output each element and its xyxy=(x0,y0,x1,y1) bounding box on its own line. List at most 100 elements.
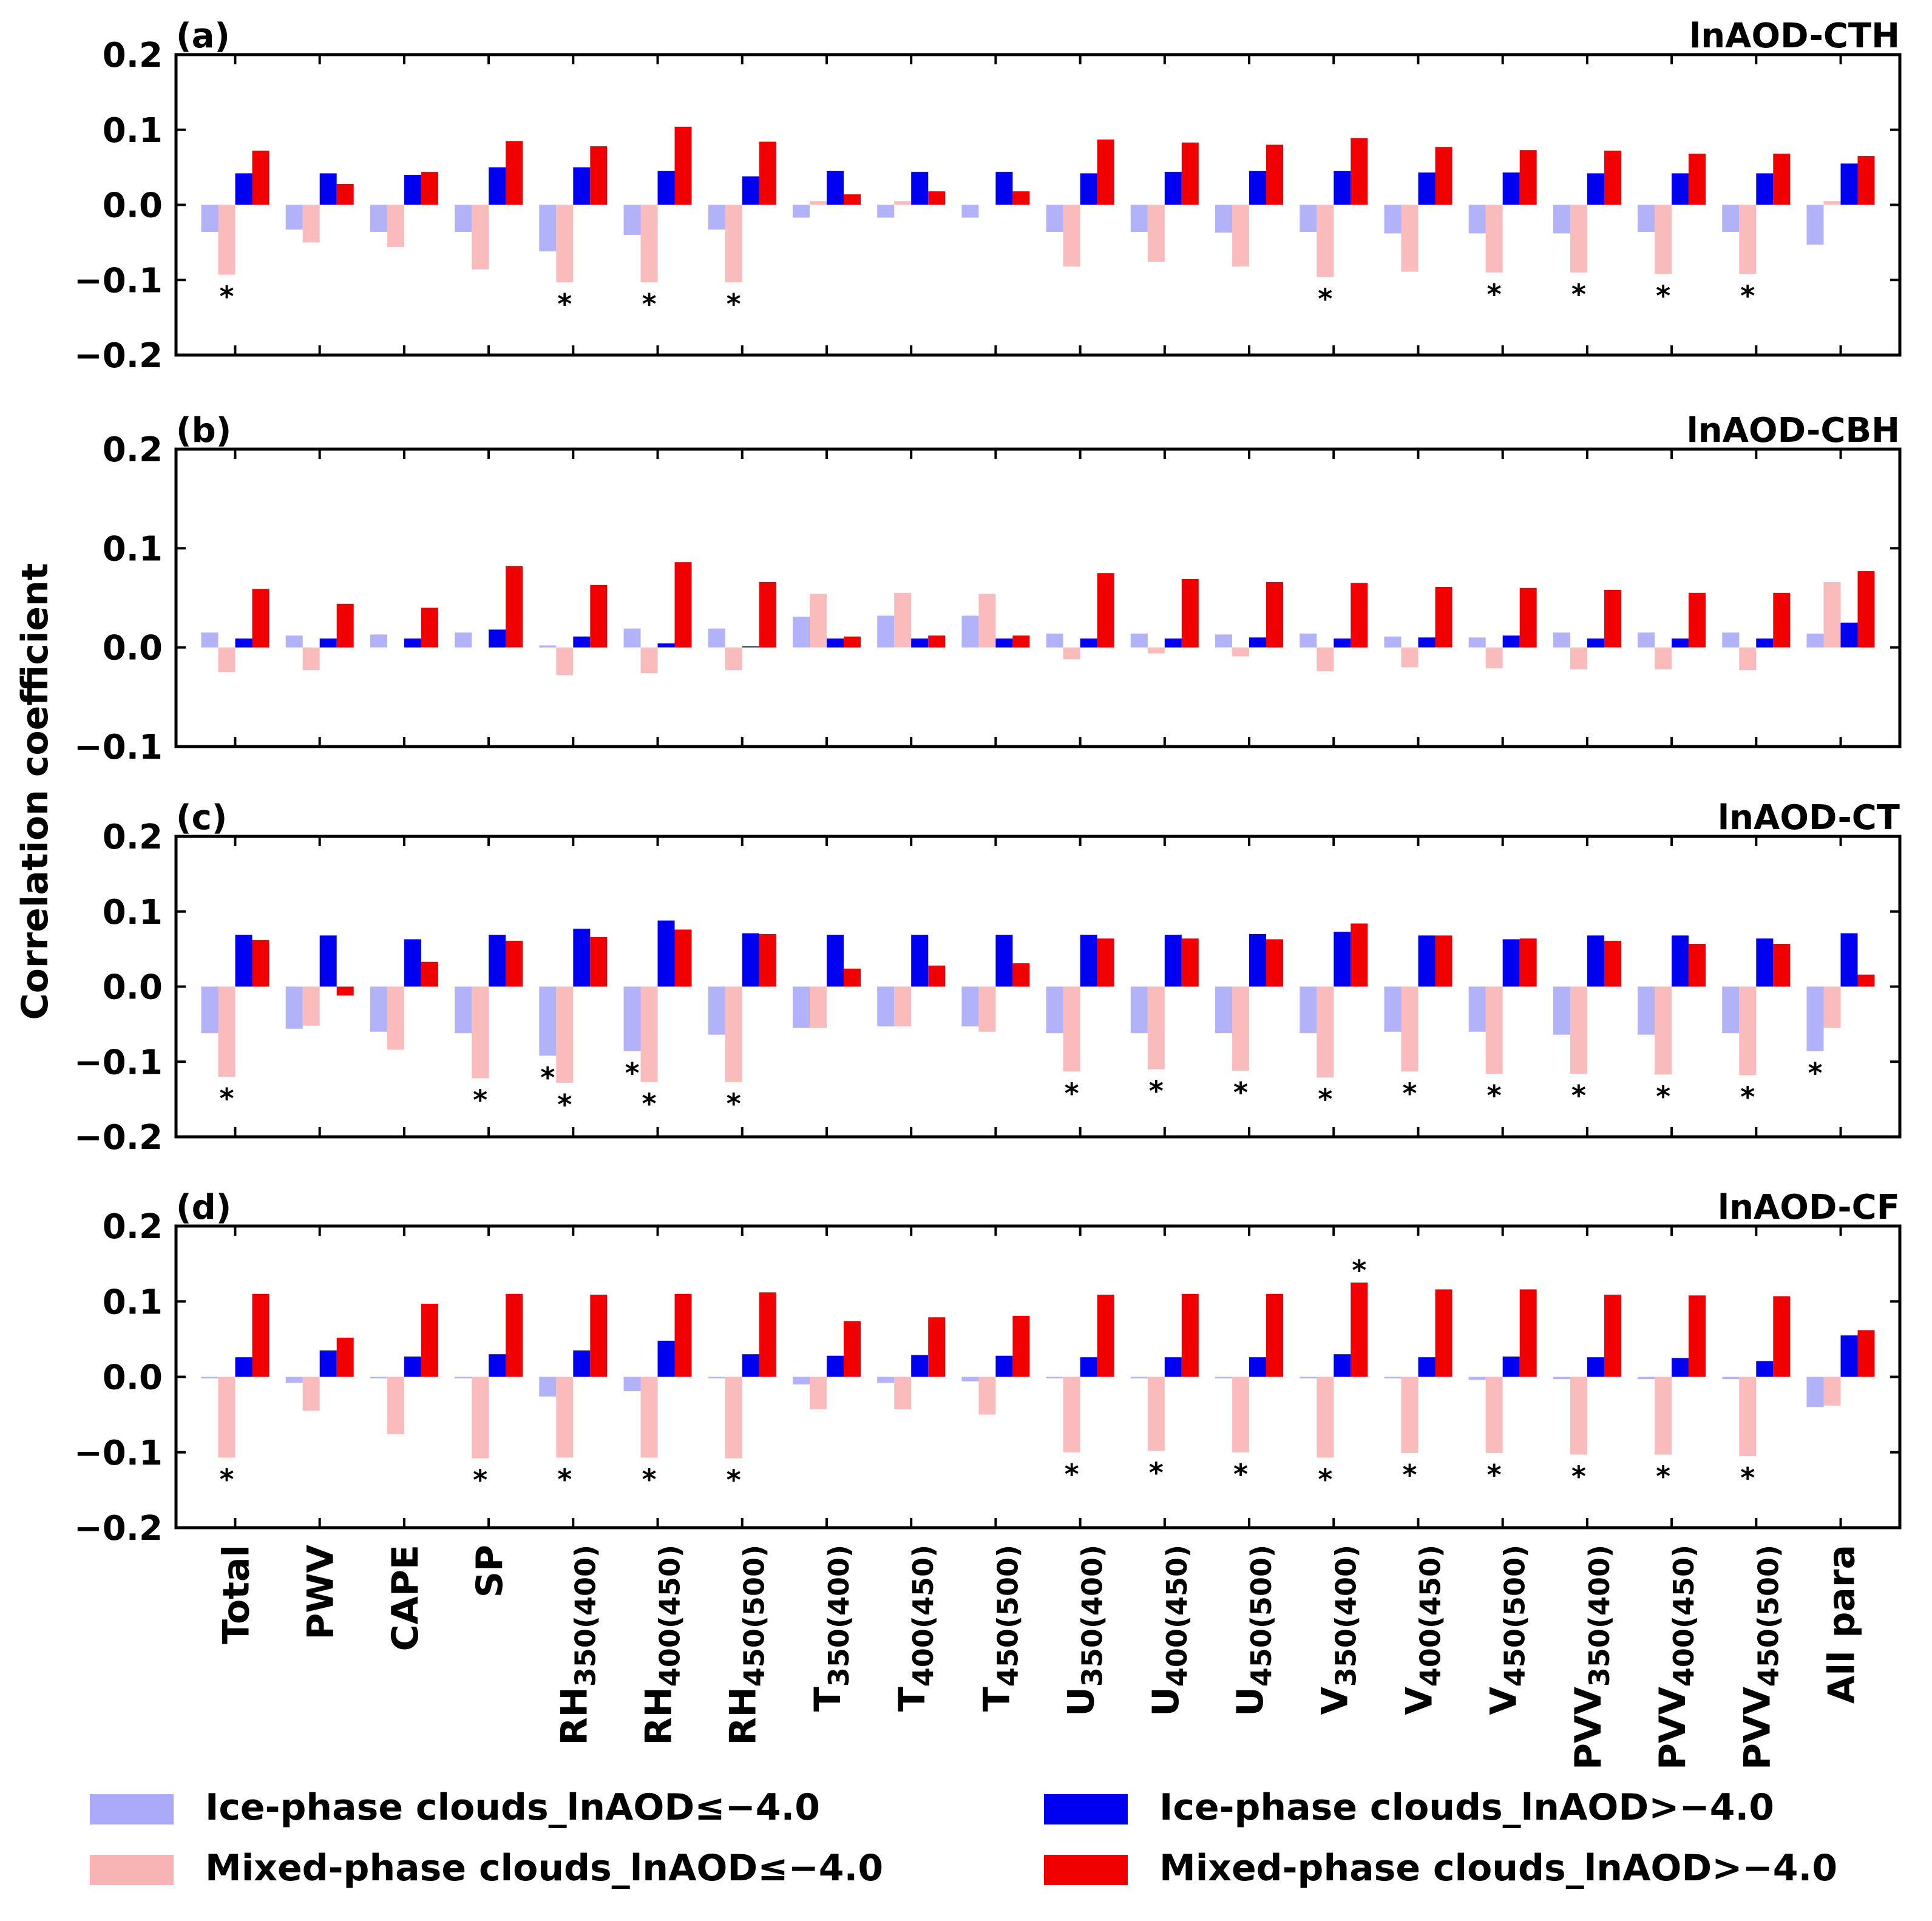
significance-asterisk: * xyxy=(727,288,741,320)
y-tick-label: 0.2 xyxy=(103,36,163,75)
x-tick-label: RH350(400) xyxy=(553,1545,602,1746)
bar-p0-s3-c19 xyxy=(1857,156,1875,205)
bar-p0-s0-c13 xyxy=(1300,205,1317,232)
bar-p2-s1-c5 xyxy=(640,986,658,1082)
bar-p0-s3-c1 xyxy=(336,183,354,205)
bar-p2-s3-c12 xyxy=(1266,939,1283,987)
bar-p2-s2-c13 xyxy=(1334,932,1351,987)
bar-p3-s0-c12 xyxy=(1215,1377,1232,1378)
bar-p0-s3-c11 xyxy=(1181,142,1199,205)
bar-p1-s3-c14 xyxy=(1435,587,1452,648)
bar-p1-s2-c13 xyxy=(1334,639,1351,648)
bar-p0-s2-c19 xyxy=(1840,163,1858,205)
significance-asterisk: * xyxy=(1149,1456,1164,1489)
significance-asterisk: * xyxy=(473,1084,487,1117)
bar-p2-s2-c8 xyxy=(911,935,929,987)
significance-asterisk: * xyxy=(1065,1077,1079,1110)
bar-p2-s1-c2 xyxy=(387,986,404,1050)
significance-asterisk: * xyxy=(1318,1083,1332,1116)
significance-asterisk: * xyxy=(473,1464,487,1497)
bar-p0-s0-c10 xyxy=(1046,205,1063,232)
bar-p0-s1-c8 xyxy=(894,201,912,205)
bar-p2-s2-c4 xyxy=(573,929,591,987)
bar-p0-s3-c17 xyxy=(1689,154,1706,205)
bar-p0-s2-c2 xyxy=(404,175,421,205)
bar-p3-s2-c15 xyxy=(1502,1357,1520,1377)
bar-p3-s1-c4 xyxy=(556,1377,574,1458)
bar-p2-s0-c11 xyxy=(1130,986,1148,1034)
bar-p0-s1-c19 xyxy=(1823,201,1841,205)
significance-asterisk: * xyxy=(642,1088,656,1120)
legend-label: Ice-phase clouds_lnAOD>−4.0 xyxy=(1159,1786,1774,1829)
bar-p1-s0-c15 xyxy=(1468,637,1486,648)
legend-label: Mixed-phase clouds_lnAOD>−4.0 xyxy=(1159,1847,1837,1889)
bar-p1-s3-c7 xyxy=(844,636,861,648)
bar-p3-s3-c5 xyxy=(674,1293,692,1377)
bar-p3-s1-c18 xyxy=(1739,1377,1757,1456)
significance-asterisk: * xyxy=(1318,1463,1332,1496)
bar-p0-s2-c11 xyxy=(1164,172,1182,205)
bar-p0-s2-c12 xyxy=(1249,171,1266,205)
bar-p1-s2-c8 xyxy=(911,639,929,648)
bar-p2-s3-c7 xyxy=(844,968,861,987)
bar-p3-s3-c16 xyxy=(1604,1295,1621,1377)
bar-p0-s1-c11 xyxy=(1147,205,1165,262)
significance-asterisk: * xyxy=(1487,1459,1502,1491)
y-tick-label: −0.2 xyxy=(74,1509,163,1548)
bar-p1-s2-c10 xyxy=(1080,639,1097,648)
significance-asterisk: * xyxy=(1656,279,1670,312)
significance-asterisk: * xyxy=(1149,1075,1164,1108)
bar-p1-s0-c14 xyxy=(1384,636,1402,648)
bar-p0-s2-c0 xyxy=(235,173,253,205)
bar-p1-s3-c4 xyxy=(590,584,608,648)
bar-p3-s0-c2 xyxy=(370,1377,387,1378)
bar-p1-s3-c1 xyxy=(336,603,354,648)
bar-p0-s2-c10 xyxy=(1080,173,1097,205)
bar-p0-s2-c4 xyxy=(573,167,591,205)
bar-p0-s0-c12 xyxy=(1215,205,1232,233)
bar-p2-s2-c11 xyxy=(1164,935,1182,987)
bar-p0-s3-c8 xyxy=(928,191,946,205)
bar-p1-s1-c19 xyxy=(1823,581,1841,648)
bar-p3-s3-c15 xyxy=(1519,1289,1537,1377)
bar-p3-s3-c17 xyxy=(1689,1295,1706,1377)
bar-p0-s3-c2 xyxy=(421,172,438,205)
significance-asterisk: * xyxy=(727,1464,741,1497)
bar-p2-s0-c5 xyxy=(623,986,641,1051)
bar-p1-s2-c16 xyxy=(1587,639,1604,648)
bar-p1-s1-c11 xyxy=(1147,647,1165,654)
bar-p1-s2-c14 xyxy=(1418,637,1435,648)
bar-p2-s0-c3 xyxy=(455,986,472,1034)
bar-p2-s0-c19 xyxy=(1806,986,1824,1051)
bar-p3-s0-c11 xyxy=(1130,1377,1148,1378)
bar-p1-s0-c8 xyxy=(877,615,895,648)
x-tick-label: CAPE xyxy=(384,1545,427,1651)
bar-p0-s2-c3 xyxy=(489,167,506,205)
significance-asterisk: * xyxy=(1571,1079,1586,1112)
bar-p3-s1-c2 xyxy=(387,1377,404,1434)
bar-p0-s3-c18 xyxy=(1773,154,1791,205)
bar-p2-s2-c1 xyxy=(319,935,337,987)
panel-label: (c) xyxy=(176,798,227,838)
bar-p2-s1-c3 xyxy=(472,986,489,1079)
bar-p1-s2-c19 xyxy=(1840,622,1858,648)
bar-p3-s0-c16 xyxy=(1553,1377,1570,1380)
bar-p2-s1-c10 xyxy=(1063,986,1080,1072)
bar-p0-s3-c13 xyxy=(1351,138,1368,205)
bar-p1-s0-c17 xyxy=(1638,632,1655,648)
bar-p0-s3-c14 xyxy=(1435,147,1452,205)
x-tick-label: U400(450) xyxy=(1145,1545,1193,1716)
bar-p2-s2-c14 xyxy=(1418,935,1435,987)
bar-p2-s1-c16 xyxy=(1570,986,1587,1074)
bar-p3-s2-c18 xyxy=(1756,1361,1774,1377)
bar-p3-s3-c1 xyxy=(336,1337,354,1377)
bar-p1-s1-c6 xyxy=(725,647,742,671)
y-tick-label: 0.1 xyxy=(103,893,163,932)
bar-p0-s2-c14 xyxy=(1418,172,1435,205)
bar-p0-s1-c17 xyxy=(1655,205,1672,274)
bar-p1-s1-c0 xyxy=(218,647,236,673)
bar-p2-s3-c15 xyxy=(1519,938,1537,987)
bar-p0-s2-c18 xyxy=(1756,173,1774,205)
bar-p2-s1-c11 xyxy=(1147,986,1165,1069)
